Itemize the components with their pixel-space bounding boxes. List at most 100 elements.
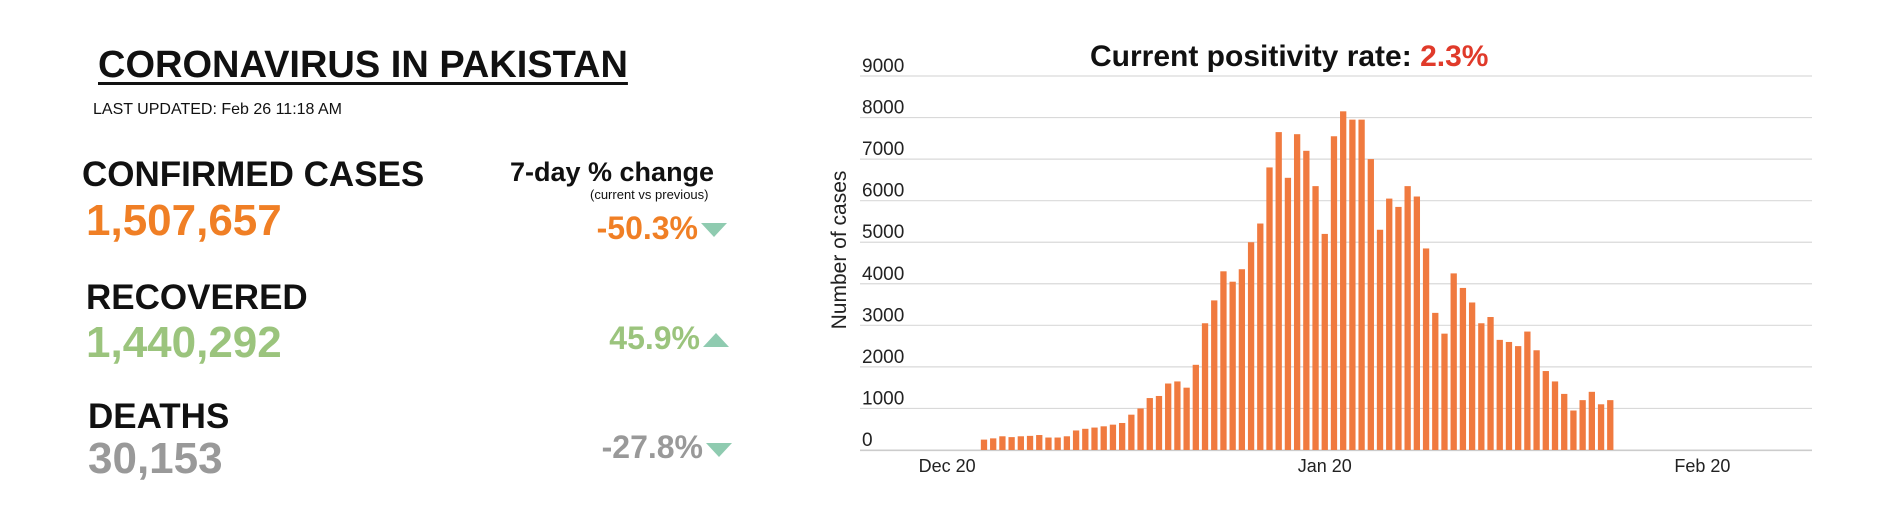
- bar: [1238, 269, 1246, 450]
- page-title: CORONAVIRUS IN PAKISTAN: [98, 44, 628, 86]
- bar: [1109, 424, 1117, 450]
- recovered-change: 45.9%: [609, 320, 700, 356]
- bar: [1340, 111, 1347, 451]
- bar: [1017, 436, 1024, 450]
- bar: [1054, 437, 1061, 450]
- deaths-label: DEATHS: [88, 397, 230, 436]
- bar: [1395, 206, 1402, 450]
- bar: [1432, 312, 1439, 450]
- y-tick-label: 2000: [862, 347, 904, 368]
- bar: [1551, 381, 1559, 450]
- recovered-value: 1,440,292: [86, 318, 282, 367]
- bar: [1192, 364, 1199, 450]
- bar: [1450, 273, 1457, 450]
- bar: [1579, 400, 1586, 450]
- bar: [1026, 435, 1034, 450]
- confirmed-change: -50.3%: [596, 210, 698, 246]
- bar: [1266, 167, 1273, 450]
- bar: [1183, 387, 1190, 450]
- bar: [1330, 136, 1338, 450]
- bar: [1404, 186, 1411, 450]
- bar: [1220, 271, 1227, 450]
- bar: [1607, 400, 1614, 450]
- bar: [1422, 248, 1430, 450]
- confirmed-label: CONFIRMED CASES: [82, 155, 425, 194]
- bar: [1542, 371, 1549, 450]
- bar: [1441, 333, 1448, 450]
- last-updated-text: LAST UPDATED: Feb 26 11:18 AM: [93, 101, 342, 118]
- bar: [1201, 323, 1209, 450]
- deaths-change: -27.8%: [601, 429, 703, 465]
- bar: [1257, 223, 1264, 450]
- bar: [1505, 341, 1513, 450]
- bar: [1063, 436, 1071, 450]
- bar: [1597, 404, 1605, 450]
- bar: [1174, 381, 1181, 450]
- bar: [1515, 346, 1522, 450]
- y-tick-label: 6000: [862, 181, 904, 202]
- bar: [1358, 119, 1365, 450]
- bar: [999, 436, 1006, 450]
- bar: [1146, 398, 1153, 450]
- change-subheader: (current vs previous): [590, 187, 709, 202]
- y-tick-label: 7000: [862, 139, 904, 160]
- bar: [1155, 395, 1163, 450]
- bar: [1008, 437, 1015, 450]
- bar: [1045, 437, 1052, 450]
- chart-title: Current positivity rate: 2.3%: [1090, 40, 1488, 74]
- bar: [1303, 150, 1310, 451]
- bar: [1100, 426, 1107, 450]
- bar: [1468, 302, 1476, 450]
- bar: [1118, 422, 1126, 450]
- y-axis-label: Number of cases: [828, 171, 851, 330]
- x-tick-label: Feb 20: [1674, 456, 1730, 476]
- y-tick-label: 0: [862, 430, 873, 451]
- bar: [1293, 134, 1301, 450]
- bar: [1036, 435, 1043, 450]
- arrow-down-icon: [706, 443, 732, 457]
- bar: [1128, 414, 1135, 450]
- bar: [1561, 393, 1568, 450]
- bar: [1487, 317, 1494, 450]
- bar: [1091, 427, 1098, 450]
- bar: [1386, 198, 1393, 450]
- bar: [1478, 323, 1485, 450]
- y-tick-label: 3000: [862, 305, 904, 326]
- chart-title-prefix: Current positivity rate:: [1090, 40, 1421, 73]
- arrow-up-icon: [703, 333, 729, 347]
- bar: [1072, 430, 1080, 450]
- y-tick-label: 8000: [862, 98, 904, 119]
- bar: [1496, 339, 1503, 450]
- bar: [1570, 410, 1577, 450]
- y-tick-label: 9000: [862, 56, 904, 77]
- bar: [1376, 229, 1384, 450]
- recovered-label: RECOVERED: [86, 278, 308, 317]
- change-header: 7-day % change: [510, 157, 715, 187]
- bar: [1459, 287, 1467, 450]
- arrow-down-icon: [701, 223, 727, 237]
- bar: [1349, 119, 1356, 450]
- confirmed-value: 1,507,657: [86, 196, 282, 245]
- x-tick-label: Jan 20: [1298, 456, 1352, 476]
- deaths-value: 30,153: [88, 434, 223, 483]
- bar: [1367, 159, 1374, 450]
- bar: [1533, 350, 1540, 450]
- bar: [1082, 428, 1089, 450]
- bar: [980, 439, 988, 450]
- bar: [1137, 408, 1144, 450]
- positivity-rate-value: 2.3%: [1420, 40, 1489, 73]
- bar: [1211, 300, 1218, 450]
- x-tick-label: Dec 20: [919, 456, 976, 476]
- bar: [1284, 177, 1292, 451]
- bar: [1524, 331, 1531, 450]
- bar: [990, 438, 997, 450]
- y-tick-label: 4000: [862, 264, 904, 285]
- bar: [1588, 391, 1595, 450]
- bar: [1229, 281, 1236, 450]
- y-tick-label: 1000: [862, 388, 904, 409]
- bar: [1165, 383, 1172, 450]
- bar: [1312, 186, 1319, 450]
- bar: [1321, 233, 1328, 450]
- bar: [1413, 196, 1421, 450]
